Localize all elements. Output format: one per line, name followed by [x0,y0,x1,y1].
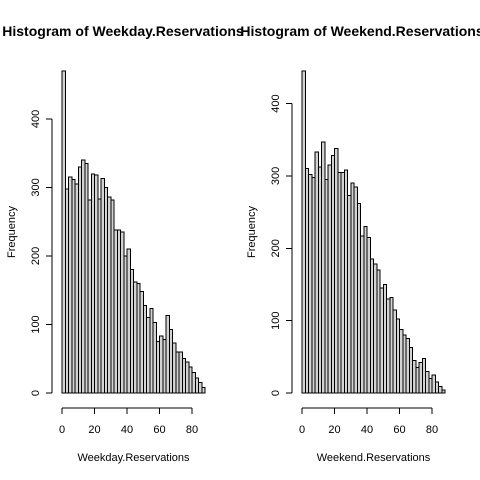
y-tick-label: 400 [30,110,42,128]
y-axis-title: Frequency [246,206,258,258]
x-tick-label: 20 [328,424,340,436]
x-tick-label: 60 [153,424,165,436]
weekday-histogram-panel: Histogram of Weekday.Reservations0100200… [2,23,244,464]
x-tick-label: 60 [393,424,405,436]
y-tick-label: 400 [270,94,282,112]
y-tick-label: 100 [270,311,282,329]
x-tick-label: 80 [426,424,438,436]
x-axis-title: Weekend.Reservations [317,452,431,464]
y-tick-label: 0 [30,390,42,396]
y-tick-label: 300 [270,167,282,185]
x-tick-label: 40 [121,424,133,436]
weekend-histogram-panel: Histogram of Weekend.Reservations0100200… [240,23,480,464]
histogram-bar [441,389,446,394]
chart-title: Histogram of Weekend.Reservations [240,23,480,39]
y-tick-label: 200 [270,239,282,257]
x-tick-label: 0 [299,424,305,436]
y-axis-title: Frequency [6,206,18,258]
y-tick-label: 200 [30,247,42,265]
x-tick-label: 0 [59,424,65,436]
x-tick-label: 80 [186,424,198,436]
y-tick-label: 100 [30,315,42,333]
y-tick-label: 0 [270,390,282,396]
x-tick-label: 40 [361,424,373,436]
x-tick-label: 20 [88,424,100,436]
x-axis-title: Weekday.Reservations [77,452,190,464]
chart-title: Histogram of Weekday.Reservations [2,23,244,39]
y-tick-label: 300 [30,178,42,196]
histogram-bar [201,387,206,394]
